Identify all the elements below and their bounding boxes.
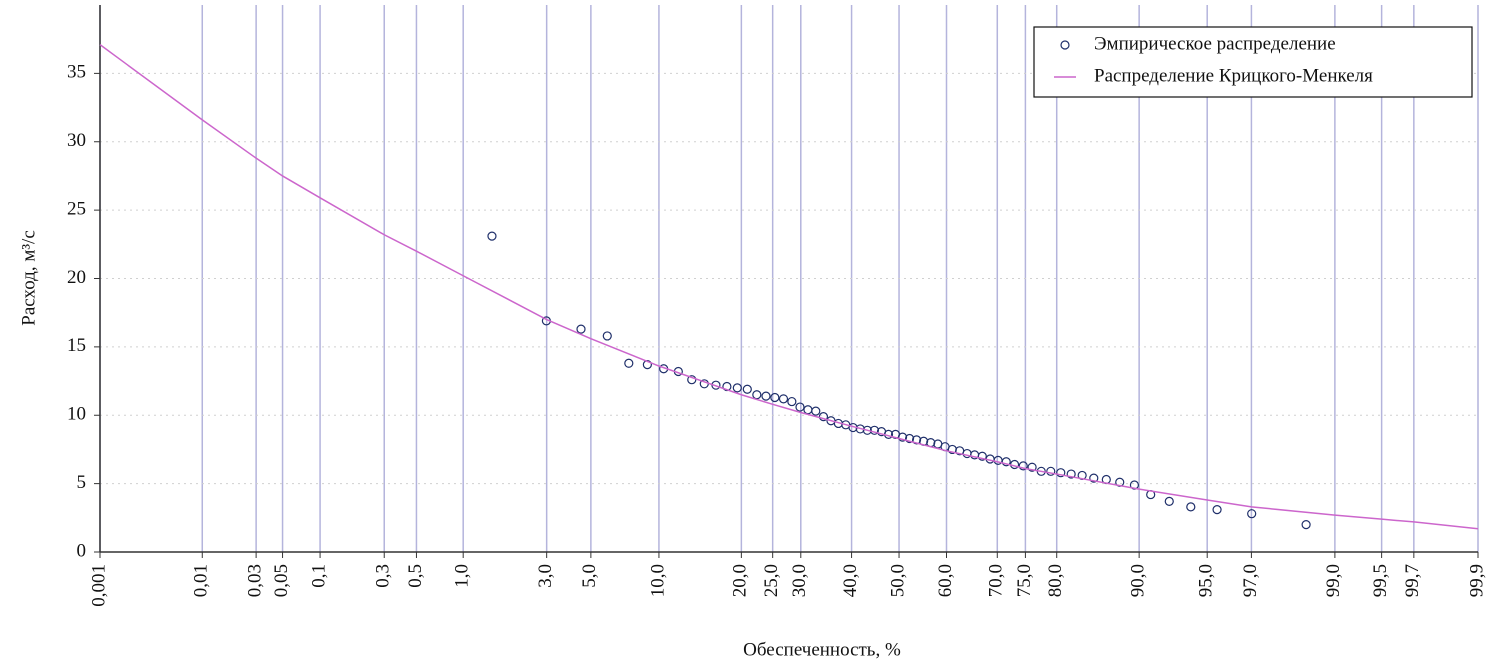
- point: [1056, 468, 1066, 478]
- point: [722, 381, 732, 392]
- x-tick-label: 0,03: [244, 564, 265, 597]
- point: [897, 432, 908, 442]
- legend-label: Распределение Крицкого-Менкеля: [1094, 65, 1373, 86]
- point: [818, 412, 829, 422]
- x-tick-label: 75,0: [1014, 564, 1035, 597]
- point: [787, 396, 797, 407]
- point: [1066, 469, 1076, 479]
- point: [1001, 457, 1011, 467]
- point: [1027, 462, 1037, 472]
- y-tick-label: 0: [77, 540, 87, 561]
- y-tick-label: 10: [67, 404, 86, 425]
- x-tick-label: 20,0: [730, 564, 751, 597]
- x-tick-label: 0,5: [405, 564, 426, 588]
- y-tick-label: 15: [67, 335, 86, 356]
- x-tick-label: 0,001: [88, 564, 109, 607]
- point: [911, 435, 922, 445]
- point: [778, 394, 789, 404]
- point: [624, 358, 634, 368]
- point: [487, 231, 497, 241]
- y-tick-label: 35: [67, 62, 86, 83]
- y-tick-label: 25: [67, 198, 86, 219]
- curve: [99, 44, 1479, 530]
- x-tick-label: 95,0: [1196, 564, 1217, 597]
- point: [904, 433, 915, 444]
- point: [1164, 496, 1174, 507]
- point: [1212, 505, 1222, 515]
- x-tick-label: 99,9: [1466, 564, 1487, 597]
- point: [1089, 473, 1099, 483]
- point: [732, 383, 742, 393]
- x-tick-label: 1,0: [452, 564, 473, 588]
- point: [687, 375, 697, 385]
- x-tick-label: 40,0: [840, 564, 861, 597]
- x-tick-label: 90,0: [1127, 564, 1148, 597]
- point: [1046, 466, 1056, 476]
- x-tick-label: 5,0: [579, 564, 600, 588]
- x-tick-label: 99,5: [1370, 564, 1391, 597]
- point: [576, 324, 586, 334]
- y-axis-title: Расход, м³/с: [18, 230, 39, 326]
- point: [811, 406, 821, 416]
- x-tick-label: 0,05: [271, 564, 292, 597]
- point: [869, 425, 880, 435]
- x-tick-label: 0,01: [191, 564, 212, 597]
- x-tick-label: 97,0: [1240, 564, 1261, 597]
- y-tick-label: 30: [67, 130, 86, 151]
- x-tick-label: 60,0: [935, 564, 956, 597]
- point: [1247, 509, 1257, 519]
- point: [1018, 461, 1028, 471]
- point: [1186, 502, 1196, 512]
- x-tick-label: 99,7: [1402, 564, 1423, 597]
- point: [1301, 520, 1311, 530]
- point: [761, 391, 771, 401]
- x-tick-label: 0,3: [373, 564, 394, 588]
- point: [770, 392, 780, 403]
- point: [602, 331, 612, 341]
- x-axis-title: Обеспеченность, %: [743, 639, 901, 660]
- x-tick-label: 80,0: [1045, 564, 1066, 597]
- legend-label: Эмпирическое распределение: [1094, 33, 1336, 54]
- point: [795, 402, 805, 412]
- x-tick-label: 50,0: [887, 564, 908, 597]
- point: [977, 451, 987, 461]
- x-tick-label: 10,0: [647, 564, 668, 597]
- x-tick-label: 70,0: [986, 564, 1007, 597]
- x-tick-label: 3,0: [535, 564, 556, 588]
- x-tick-label: 0,1: [308, 564, 329, 588]
- y-tick-label: 5: [77, 472, 87, 493]
- x-tick-label: 30,0: [789, 564, 810, 597]
- x-tick-label: 99,0: [1323, 564, 1344, 597]
- point: [862, 425, 872, 435]
- legend-box: [1033, 26, 1473, 98]
- point: [742, 384, 752, 394]
- x-tick-label: 25,0: [761, 564, 782, 597]
- legend-swatch: [1060, 40, 1070, 50]
- y-tick-label: 20: [67, 267, 86, 288]
